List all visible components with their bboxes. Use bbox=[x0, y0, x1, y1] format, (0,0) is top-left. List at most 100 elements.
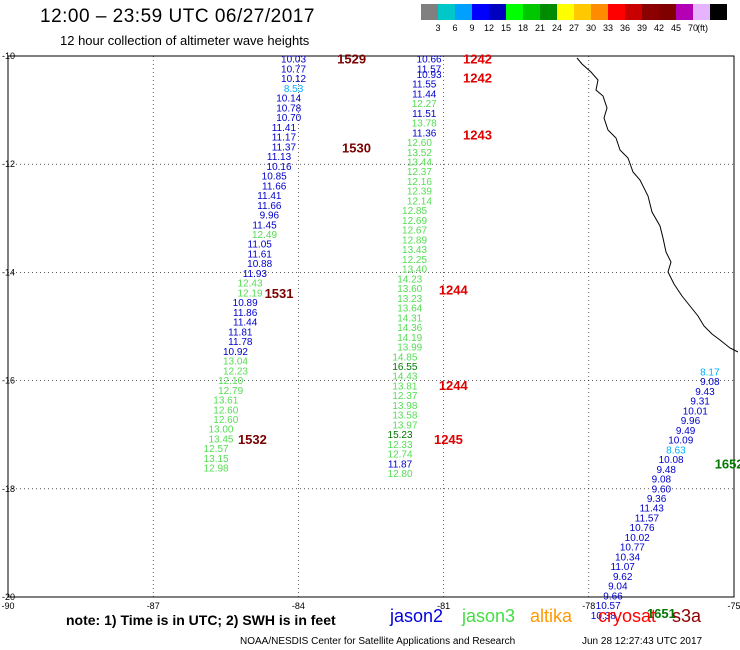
lat-tick-label: -10 bbox=[2, 51, 15, 61]
lon-tick-label: -75 bbox=[727, 601, 740, 611]
legend-jason3: jason3 bbox=[462, 606, 516, 626]
scale-label: 39 bbox=[636, 23, 647, 33]
swh-value: 9.49 bbox=[676, 426, 696, 437]
swh-value: 10.77 bbox=[620, 543, 645, 554]
swh-value: 12.85 bbox=[402, 206, 427, 217]
swh-value: 11.44 bbox=[412, 89, 437, 100]
scale-swatch bbox=[642, 4, 659, 20]
swh-value: 13.58 bbox=[392, 411, 417, 422]
swh-value: 11.43 bbox=[640, 504, 665, 515]
scale-swatch bbox=[540, 4, 557, 20]
pass-number-label: 1531 bbox=[265, 286, 294, 301]
scale-label: 3 bbox=[435, 23, 441, 33]
scale-swatch bbox=[557, 4, 574, 20]
scale-swatch bbox=[506, 4, 523, 20]
swh-value: 10.70 bbox=[276, 113, 301, 124]
scale-label: 70 bbox=[687, 23, 698, 33]
scale-label: 30 bbox=[585, 23, 596, 33]
swh-value: 16.55 bbox=[392, 362, 417, 373]
swh-value: 13.78 bbox=[412, 119, 437, 130]
swh-value: 12.19 bbox=[237, 288, 262, 299]
swh-value: 10.77 bbox=[281, 64, 306, 75]
lon-tick-label: -84 bbox=[292, 601, 305, 611]
scale-swatch bbox=[489, 4, 506, 20]
swh-value: 12.16 bbox=[407, 177, 432, 188]
scale-label: 27 bbox=[568, 23, 579, 33]
swh-value: 10.57 bbox=[596, 601, 621, 612]
scale-swatch bbox=[693, 4, 710, 20]
swh-value: 12.49 bbox=[252, 230, 277, 241]
pass-number-label: 1242 bbox=[463, 71, 492, 86]
swh-value: 13.15 bbox=[204, 454, 229, 465]
swh-value: 9.08 bbox=[700, 377, 720, 388]
lon-tick-label: -87 bbox=[147, 601, 160, 611]
swh-value: 10.92 bbox=[223, 347, 248, 358]
map-title: 12:00 – 23:59 UTC 06/27/2017 bbox=[40, 6, 315, 27]
swh-value: 13.81 bbox=[392, 381, 417, 392]
swh-value: 12.57 bbox=[204, 444, 229, 455]
swh-value: 11.86 bbox=[233, 308, 258, 319]
swh-value: 10.93 bbox=[417, 70, 442, 81]
lat-tick-label: -20 bbox=[2, 592, 15, 602]
pass-number-label: 1242 bbox=[463, 52, 492, 67]
legend-cryosat: cryosat bbox=[598, 606, 657, 626]
scale-label: 6 bbox=[452, 23, 458, 33]
swh-value: 10.34 bbox=[615, 552, 640, 563]
swh-value: 8.17 bbox=[700, 367, 720, 378]
pass-number-label: 1244 bbox=[439, 378, 469, 393]
generated-timestamp: Jun 28 12:27:43 UTC 2017 bbox=[582, 636, 703, 647]
swh-value: 9.60 bbox=[652, 484, 672, 495]
footnote: note: 1) Time is in UTC; 2) SWH is in fe… bbox=[66, 612, 336, 628]
swh-value: 13.99 bbox=[397, 343, 422, 354]
swh-value: 11.57 bbox=[417, 64, 442, 75]
swh-value: 14.23 bbox=[397, 274, 422, 285]
pass-number-label: 1529 bbox=[337, 52, 366, 67]
swh-value: 10.85 bbox=[262, 172, 287, 183]
swh-value: 12.10 bbox=[218, 376, 243, 387]
scale-swatch bbox=[455, 4, 472, 20]
swh-value: 11.36 bbox=[412, 128, 437, 139]
scale-swatch bbox=[523, 4, 540, 20]
swh-value: 10.38 bbox=[591, 611, 616, 622]
lon-tick-label: -78 bbox=[582, 601, 595, 611]
scale-label: 45 bbox=[670, 23, 681, 33]
swh-value: 11.05 bbox=[248, 240, 273, 251]
swh-value: 9.48 bbox=[657, 465, 677, 476]
swh-value: 11.81 bbox=[228, 327, 253, 338]
swh-value: 13.40 bbox=[402, 265, 427, 276]
swh-value: 11.78 bbox=[228, 337, 253, 348]
swh-value: 10.88 bbox=[247, 259, 272, 270]
scale-swatch bbox=[608, 4, 625, 20]
swh-value: 11.41 bbox=[257, 191, 282, 202]
scale-label: 9 bbox=[469, 23, 475, 33]
scale-swatch bbox=[438, 4, 455, 20]
swh-value: 11.07 bbox=[611, 562, 636, 573]
swh-value: 12.37 bbox=[407, 167, 432, 178]
swh-value: 11.44 bbox=[233, 318, 258, 329]
scale-label: 33 bbox=[602, 23, 613, 33]
swh-value: 13.64 bbox=[397, 304, 422, 315]
swh-value: 10.09 bbox=[668, 436, 693, 447]
legend-s3a: s3a bbox=[672, 606, 702, 626]
map-frame bbox=[7, 55, 735, 598]
swh-value: 14.36 bbox=[397, 323, 422, 334]
swh-value: 10.66 bbox=[417, 55, 442, 66]
swh-value: 12.79 bbox=[218, 386, 243, 397]
pass-number-label: 1244 bbox=[439, 283, 469, 298]
scale-swatch bbox=[625, 4, 642, 20]
scale-label: 36 bbox=[619, 23, 630, 33]
swh-value: 11.66 bbox=[262, 181, 287, 192]
scale-swatch bbox=[574, 4, 591, 20]
swh-value: 9.96 bbox=[681, 416, 701, 427]
swh-value: 12.89 bbox=[402, 235, 427, 246]
swh-value: 11.45 bbox=[252, 220, 277, 231]
swh-value: 11.41 bbox=[272, 123, 297, 134]
swh-value: 12.80 bbox=[388, 469, 413, 480]
swh-value: 12.39 bbox=[407, 187, 432, 198]
swh-value: 13.97 bbox=[392, 420, 417, 431]
swh-value: 10.78 bbox=[276, 103, 301, 114]
swh-value: 12.27 bbox=[412, 99, 437, 110]
pass-number-label: 1652 bbox=[715, 456, 740, 471]
